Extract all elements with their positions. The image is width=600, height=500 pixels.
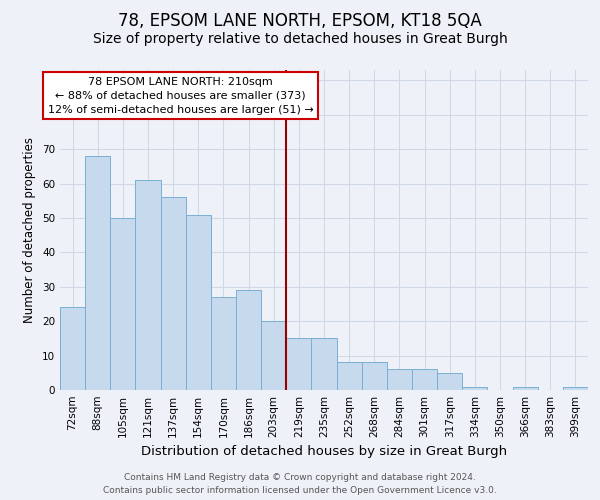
Bar xyxy=(261,321,286,390)
Text: Size of property relative to detached houses in Great Burgh: Size of property relative to detached ho… xyxy=(92,32,508,46)
Text: 78 EPSOM LANE NORTH: 210sqm
← 88% of detached houses are smaller (373)
12% of se: 78 EPSOM LANE NORTH: 210sqm ← 88% of det… xyxy=(48,77,314,115)
Text: Contains HM Land Registry data © Crown copyright and database right 2024.
Contai: Contains HM Land Registry data © Crown c… xyxy=(103,474,497,495)
Bar xyxy=(161,198,186,390)
X-axis label: Distribution of detached houses by size in Great Burgh: Distribution of detached houses by size … xyxy=(141,446,507,458)
Bar xyxy=(412,370,437,390)
Bar xyxy=(563,386,588,390)
Bar xyxy=(512,386,538,390)
Bar xyxy=(211,297,236,390)
Bar xyxy=(60,308,85,390)
Y-axis label: Number of detached properties: Number of detached properties xyxy=(23,137,37,323)
Bar xyxy=(362,362,387,390)
Bar xyxy=(462,386,487,390)
Bar xyxy=(437,373,462,390)
Bar xyxy=(186,214,211,390)
Text: 78, EPSOM LANE NORTH, EPSOM, KT18 5QA: 78, EPSOM LANE NORTH, EPSOM, KT18 5QA xyxy=(118,12,482,30)
Bar xyxy=(85,156,110,390)
Bar xyxy=(136,180,161,390)
Bar xyxy=(286,338,311,390)
Bar xyxy=(337,362,362,390)
Bar xyxy=(311,338,337,390)
Bar xyxy=(387,370,412,390)
Bar xyxy=(110,218,136,390)
Bar xyxy=(236,290,261,390)
